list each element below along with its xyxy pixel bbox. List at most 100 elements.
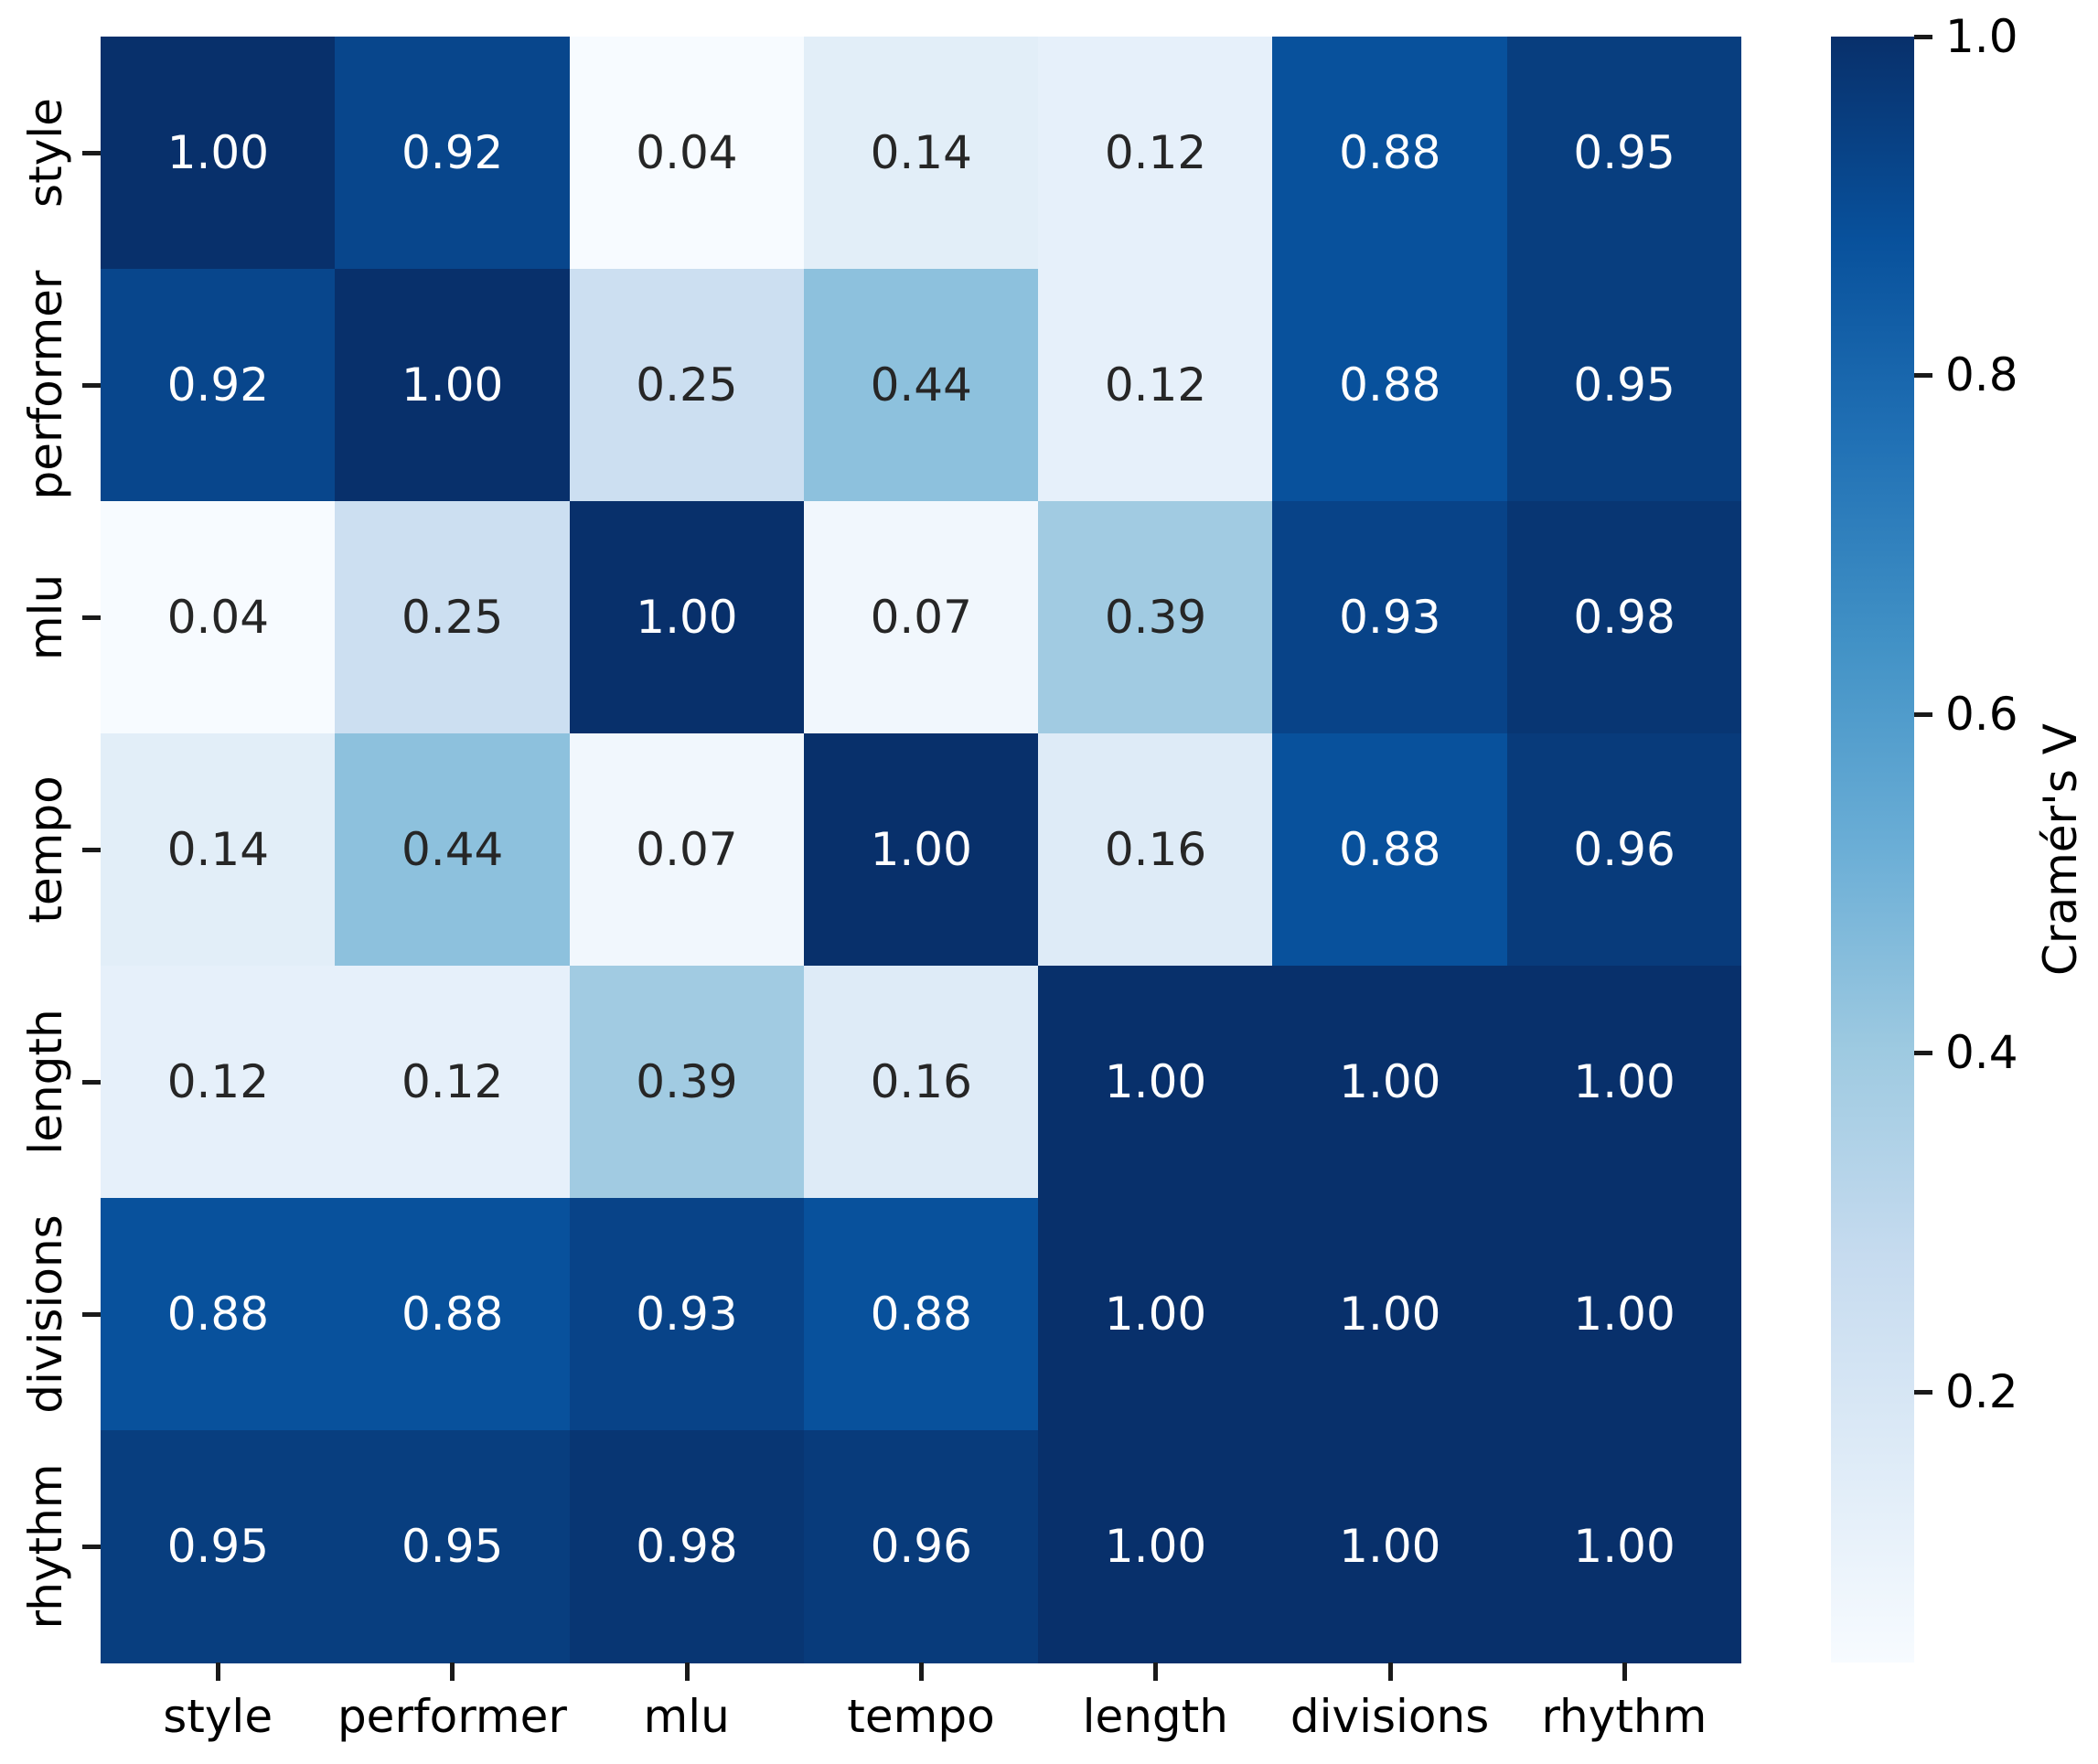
cell-value: 0.07 (870, 591, 972, 645)
cell-value: 0.04 (166, 591, 270, 645)
y-tick-style (82, 151, 101, 155)
heatmap-cell-performer-tempo: 0.44 (803, 269, 1039, 502)
cell-value: 0.16 (1104, 823, 1207, 877)
heatmap-cell-performer-rhythm: 0.95 (1506, 269, 1742, 502)
x-tick-performer (450, 1662, 455, 1681)
colorbar-tick-0.6 (1914, 711, 1932, 717)
cell-value: 1.00 (1339, 1520, 1441, 1574)
x-tick-tempo (919, 1662, 924, 1681)
cell-value: 0.95 (401, 1520, 504, 1574)
colorbar-tick-0.2 (1914, 1389, 1932, 1395)
cell-value: 0.98 (636, 1520, 738, 1574)
heatmap-cell-rhythm-divisions: 1.00 (1272, 1430, 1508, 1663)
heatmap-cell-style-style: 1.00 (101, 37, 336, 270)
cell-value: 0.96 (1573, 823, 1675, 877)
cell-value: 0.92 (166, 358, 270, 412)
heatmap-cell-divisions-divisions: 1.00 (1272, 1198, 1508, 1431)
x-tick-label-style: style (163, 1690, 273, 1743)
y-tick-tempo (82, 848, 101, 852)
cell-value: 0.12 (166, 1055, 270, 1109)
cell-value: 0.04 (636, 126, 738, 180)
heatmap-cell-style-length: 0.12 (1038, 37, 1273, 270)
heatmap-cell-rhythm-style: 0.95 (101, 1430, 336, 1663)
heatmap-cell-tempo-divisions: 0.88 (1272, 733, 1508, 967)
cell-value: 1.00 (1104, 1288, 1207, 1342)
colorbar-tick-0.8 (1914, 373, 1932, 379)
cell-value: 1.00 (636, 591, 738, 645)
cell-value: 0.07 (636, 823, 738, 877)
colorbar-tick-label-0.6: 0.6 (1945, 687, 2018, 741)
heatmap-cell-rhythm-rhythm: 1.00 (1506, 1430, 1742, 1663)
cell-value: 0.92 (401, 126, 504, 180)
x-tick-label-divisions: divisions (1290, 1690, 1490, 1743)
x-tick-label-performer: performer (337, 1690, 567, 1743)
cell-value: 0.14 (870, 126, 972, 180)
cell-value: 0.12 (1104, 126, 1207, 180)
y-tick-rhythm (82, 1545, 101, 1549)
y-tick-divisions (82, 1312, 101, 1317)
cell-value: 1.00 (1573, 1055, 1675, 1109)
cell-value: 0.93 (1339, 591, 1441, 645)
x-tick-label-length: length (1082, 1690, 1228, 1743)
cell-value: 1.00 (1104, 1520, 1207, 1574)
heatmap-cell-length-divisions: 1.00 (1272, 966, 1508, 1199)
heatmap-cell-tempo-rhythm: 0.96 (1506, 733, 1742, 967)
colorbar-tick-0.4 (1914, 1051, 1932, 1056)
cell-value: 0.88 (870, 1288, 972, 1342)
heatmap-cell-tempo-style: 0.14 (101, 733, 336, 967)
cell-value: 0.88 (166, 1288, 270, 1342)
heatmap-cell-mlu-divisions: 0.93 (1272, 501, 1508, 734)
y-tick-label-length: length (19, 1009, 72, 1155)
heatmap-cell-length-mlu: 0.39 (569, 966, 805, 1199)
cell-value: 1.00 (870, 823, 972, 877)
heatmap-cell-length-tempo: 0.16 (803, 966, 1039, 1199)
x-tick-rhythm (1622, 1662, 1627, 1681)
heatmap-cell-style-rhythm: 0.95 (1506, 37, 1742, 270)
heatmap-cell-divisions-rhythm: 1.00 (1506, 1198, 1742, 1431)
heatmap-cell-mlu-performer: 0.25 (335, 501, 571, 734)
cell-value: 0.12 (1104, 358, 1207, 412)
heatmap-cell-length-performer: 0.12 (335, 966, 571, 1199)
heatmap-cell-rhythm-tempo: 0.96 (803, 1430, 1039, 1663)
y-tick-label-rhythm: rhythm (19, 1463, 72, 1630)
heatmap-cell-length-style: 0.12 (101, 966, 336, 1199)
x-tick-length (1153, 1662, 1159, 1681)
heatmap-cell-tempo-mlu: 0.07 (569, 733, 805, 967)
cell-value: 0.93 (636, 1288, 738, 1342)
heatmap-cell-performer-length: 0.12 (1038, 269, 1273, 502)
y-tick-label-tempo: tempo (19, 775, 72, 924)
x-tick-style (216, 1662, 221, 1681)
cell-value: 0.39 (636, 1055, 738, 1109)
x-tick-label-mlu: mlu (643, 1690, 730, 1743)
cell-value: 0.14 (166, 823, 270, 877)
cell-value: 1.00 (401, 358, 504, 412)
heatmap-cell-length-length: 1.00 (1038, 966, 1273, 1199)
heatmap-cell-performer-mlu: 0.25 (569, 269, 805, 502)
cell-value: 0.96 (870, 1520, 972, 1574)
cell-value: 1.00 (1573, 1288, 1675, 1342)
heatmap-cell-mlu-rhythm: 0.98 (1506, 501, 1742, 734)
heatmap-cell-performer-performer: 1.00 (335, 269, 571, 502)
colorbar-axis-label: Cramér's V (2034, 722, 2087, 977)
cell-value: 0.88 (1339, 126, 1441, 180)
heatmap-cell-mlu-mlu: 1.00 (569, 501, 805, 734)
colorbar-tick-1.0 (1914, 35, 1932, 39)
y-tick-label-performer: performer (19, 270, 72, 500)
x-tick-label-tempo: tempo (847, 1690, 995, 1743)
heatmap-cell-rhythm-length: 1.00 (1038, 1430, 1273, 1663)
colorbar-tick-label-0.8: 0.8 (1945, 348, 2018, 402)
cell-value: 0.39 (1104, 591, 1207, 645)
colorbar-tick-label-0.2: 0.2 (1945, 1364, 2018, 1418)
heatmap-cell-performer-divisions: 0.88 (1272, 269, 1508, 502)
y-tick-mlu (82, 615, 101, 620)
heatmap-cell-style-divisions: 0.88 (1272, 37, 1508, 270)
cell-value: 1.00 (166, 126, 270, 180)
heatmap-cell-style-performer: 0.92 (335, 37, 571, 270)
heatmap-cell-rhythm-performer: 0.95 (335, 1430, 571, 1663)
heatmap-cell-style-mlu: 0.04 (569, 37, 805, 270)
cell-value: 0.12 (401, 1055, 504, 1109)
y-tick-label-style: style (19, 98, 72, 208)
heatmap-cell-divisions-performer: 0.88 (335, 1198, 571, 1431)
colorbar (1831, 37, 1914, 1662)
